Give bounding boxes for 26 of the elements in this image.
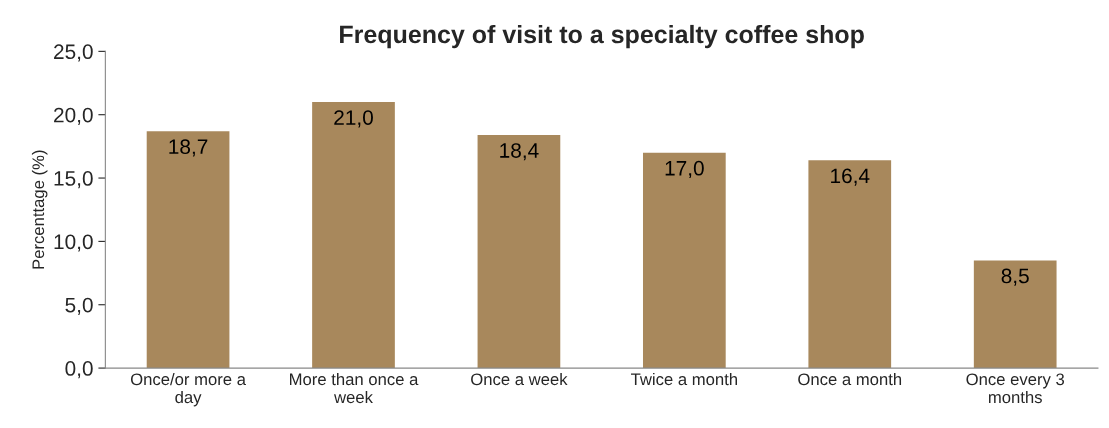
x-tick-label: More than once a week: [290, 372, 419, 404]
y-tick-label: 0,0: [65, 361, 93, 379]
chart-title: Frequency of visit to a specialty coffee shop: [340, 24, 864, 49]
x-tick-label: Once every 3 months: [966, 373, 1065, 404]
y-tick-label: 15,0: [54, 171, 93, 189]
data-label: 17,0: [665, 160, 704, 179]
bar: [808, 160, 892, 369]
y-tick-label: 20,0: [54, 107, 93, 125]
y-tick-label: 25,0: [54, 44, 93, 62]
bar: [642, 152, 726, 369]
bar: [973, 260, 1057, 369]
y-axis-title: Percenttage (%): [31, 150, 48, 269]
x-tick-label: Once a week: [471, 372, 568, 386]
data-label: 16,4: [831, 168, 870, 186]
data-label: 21,0: [334, 110, 373, 128]
y-tick-label: 5,0: [65, 297, 93, 315]
x-tick-label: Once/or more a day: [130, 372, 246, 407]
bar: [146, 131, 230, 369]
data-label: 18,4: [500, 143, 539, 161]
bar: [312, 102, 395, 369]
bar: [477, 134, 561, 369]
y-tick-label: 10,0: [54, 234, 93, 252]
data-label: 18,7: [169, 139, 208, 157]
x-tick-label: Once a month: [798, 372, 902, 386]
data-label: 8,5: [1001, 268, 1029, 286]
x-tick-label: Twice a month: [631, 372, 737, 386]
